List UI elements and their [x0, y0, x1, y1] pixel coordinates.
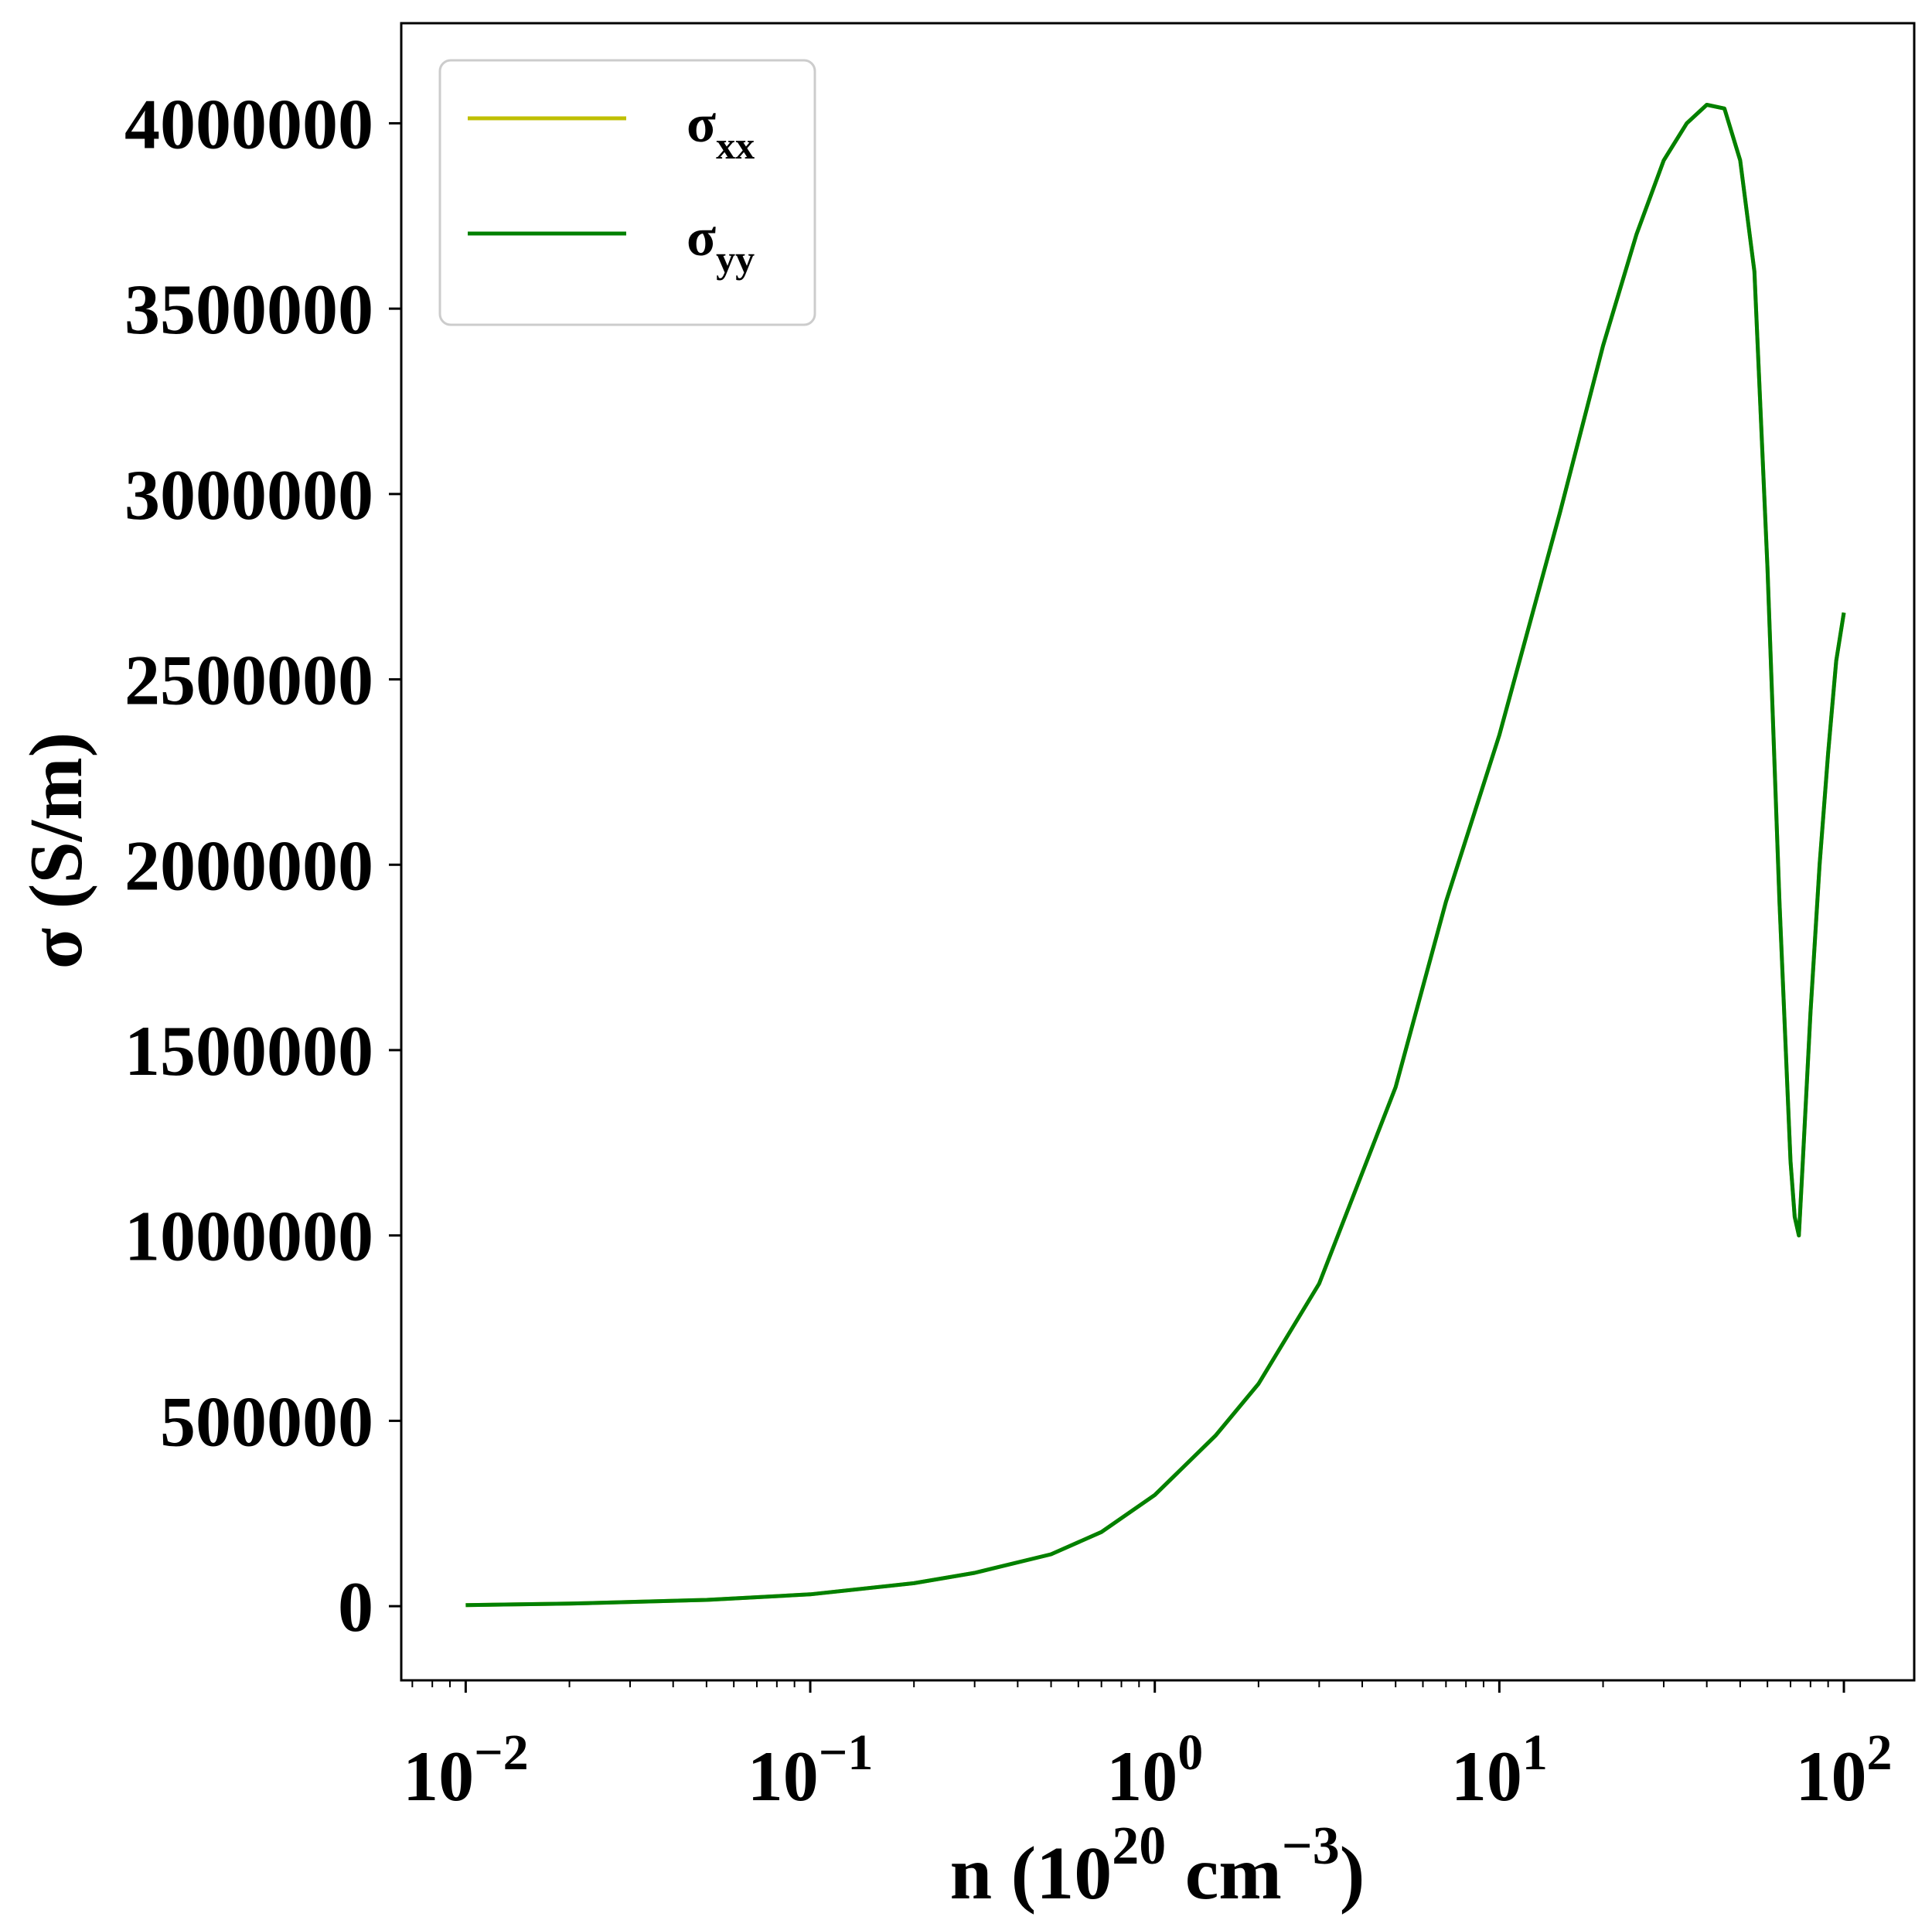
x-ticks: 10−2 10−1 100 101 102: [403, 1680, 1893, 1816]
y-tick-label-8: 4000000: [124, 84, 373, 163]
legend-label-sigma-xx: σxx: [687, 94, 755, 167]
x-tick-label-3: 101: [1451, 1724, 1548, 1816]
x-tick-label-0: 10−2: [403, 1724, 529, 1816]
y-tick-label-6: 3000000: [124, 455, 373, 534]
legend-label-sigma-yy: σyy: [687, 208, 755, 281]
y-tick-label-3: 1500000: [124, 1011, 373, 1090]
series-layer: [465, 103, 1846, 1608]
plot-frame: [400, 22, 1916, 1682]
x-tick-label-4: 102: [1796, 1724, 1893, 1816]
y-ticks: 0 500000 1000000 1500000 2000000 2500000 30000…: [124, 84, 401, 1646]
x-tick-label-2: 100: [1106, 1724, 1203, 1816]
x-tick-label-1: 10−1: [748, 1724, 874, 1816]
y-tick-label-4: 2000000: [124, 826, 373, 905]
y-tick-label-0: 0: [338, 1567, 373, 1646]
x-axis-label: n (1020 cm−3): [950, 1816, 1365, 1915]
series-line-1: [465, 103, 1846, 1608]
y-tick-label-5: 2500000: [124, 641, 373, 720]
legend-box: [438, 59, 816, 326]
y-tick-label-7: 3500000: [124, 270, 373, 349]
y-tick-label-1: 500000: [160, 1382, 373, 1461]
y-tick-label-2: 1000000: [124, 1197, 373, 1276]
y-axis-label: σ (S/m): [15, 732, 98, 969]
legend: σxx σyy: [438, 59, 816, 326]
